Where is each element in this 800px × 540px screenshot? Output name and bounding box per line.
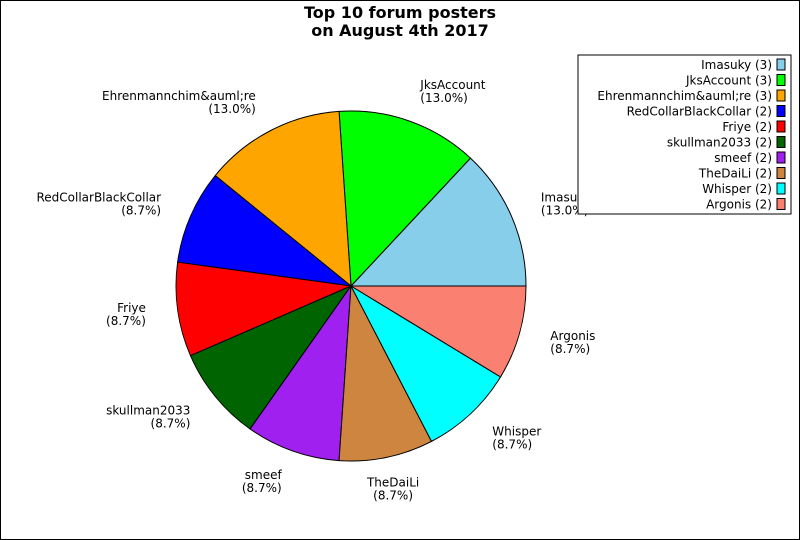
legend-swatch-jksaccount (776, 74, 786, 86)
pie-slice-redcollarblackcollar (177, 174, 353, 287)
slice-label-friye: Friye (117, 301, 146, 315)
legend-swatch-ehrenmannchim-auml-re (776, 89, 786, 102)
pie-slice-whisper (349, 284, 502, 443)
legend-swatch-imasuky (776, 58, 786, 71)
legend-entry-thedaili: TheDaiLi (2) (698, 167, 772, 181)
pie-slice-ehrenmannchim-auml-re (214, 110, 352, 288)
legend-entry-redcollarblackcollar: RedCollarBlackCollar (2) (627, 105, 772, 119)
slice-label-whisper: Whisper (492, 424, 541, 438)
legend-entry-smeef: smeef (2) (714, 151, 772, 165)
pie-slice-argonis (349, 285, 527, 378)
legend-entry-jksaccount: JksAccount (3) (685, 74, 772, 88)
legend-entry-argonis: Argonis (2) (706, 198, 772, 212)
slice-label-argonis: Argonis (550, 329, 595, 343)
legend-entry-whisper: Whisper (2) (702, 182, 772, 196)
pie-slice-labels: Imasuky(13.0%)JksAccount(13.0%)Ehrenmann… (36, 78, 595, 503)
legend-box (577, 54, 792, 215)
slice-percent-friye: (8.7%) (106, 314, 146, 328)
legend-swatch-skullman2033 (776, 136, 786, 148)
legend-entry-imasuky: Imasuky (3) (701, 58, 772, 72)
chart-title-line-1: Top 10 forum posters (304, 3, 496, 22)
legend-entry-skullman2033: skullman2033 (2) (667, 136, 772, 150)
slice-percent-ehrenmannchim-auml-re: (13.0%) (208, 102, 255, 116)
pie-slices (175, 110, 527, 462)
slice-percent-skullman2033: (8.7%) (151, 417, 191, 431)
legend-swatch-smeef (776, 151, 786, 164)
pie-slice-jksaccount (338, 110, 472, 288)
legend-swatch-whisper (776, 182, 786, 195)
chart-title-line-2: on August 4th 2017 (311, 21, 489, 40)
pie-slice-friye (175, 261, 353, 357)
slice-label-ehrenmannchim-auml-re: Ehrenmannchim&auml;re (102, 89, 256, 103)
legend-entry-friye: Friye (2) (722, 120, 772, 134)
pie-slice-smeef (249, 284, 352, 462)
legend-swatch-redcollarblackcollar (776, 105, 786, 117)
legend-swatch-argonis (776, 198, 786, 210)
slice-percent-redcollarblackcollar: (8.7%) (121, 204, 161, 218)
pie-slice-imasuky (349, 157, 527, 287)
legend-swatch-friye (776, 120, 786, 133)
legend: Imasuky (3) JksAccount (3)Ehrenmannchim&a… (577, 54, 792, 215)
slice-label-jksaccount: JksAccount (419, 78, 485, 92)
pie-slice-skullman2033 (189, 284, 353, 430)
slice-percent-jksaccount: (13.0%) (420, 91, 467, 105)
slice-percent-smeef: (8.7%) (242, 481, 282, 495)
slice-percent-imasuky: (13.0%) (541, 204, 588, 218)
slice-percent-thedaili: (8.7%) (373, 489, 413, 503)
pie-slice-thedaili (338, 284, 433, 462)
slice-label-redcollarblackcollar: RedCollarBlackCollar (36, 191, 161, 205)
slice-label-smeef: smeef (245, 468, 283, 482)
slice-percent-whisper: (8.7%) (492, 437, 532, 451)
slice-percent-argonis: (8.7%) (550, 342, 590, 356)
slice-label-thedaili: TheDaiLi (366, 476, 419, 490)
slice-label-skullman2033: skullman2033 (106, 404, 190, 418)
legend-entry-ehrenmannchim-auml-re: Ehrenmannchim&auml;re (3) (597, 89, 772, 103)
legend-swatch-thedaili (776, 167, 786, 179)
